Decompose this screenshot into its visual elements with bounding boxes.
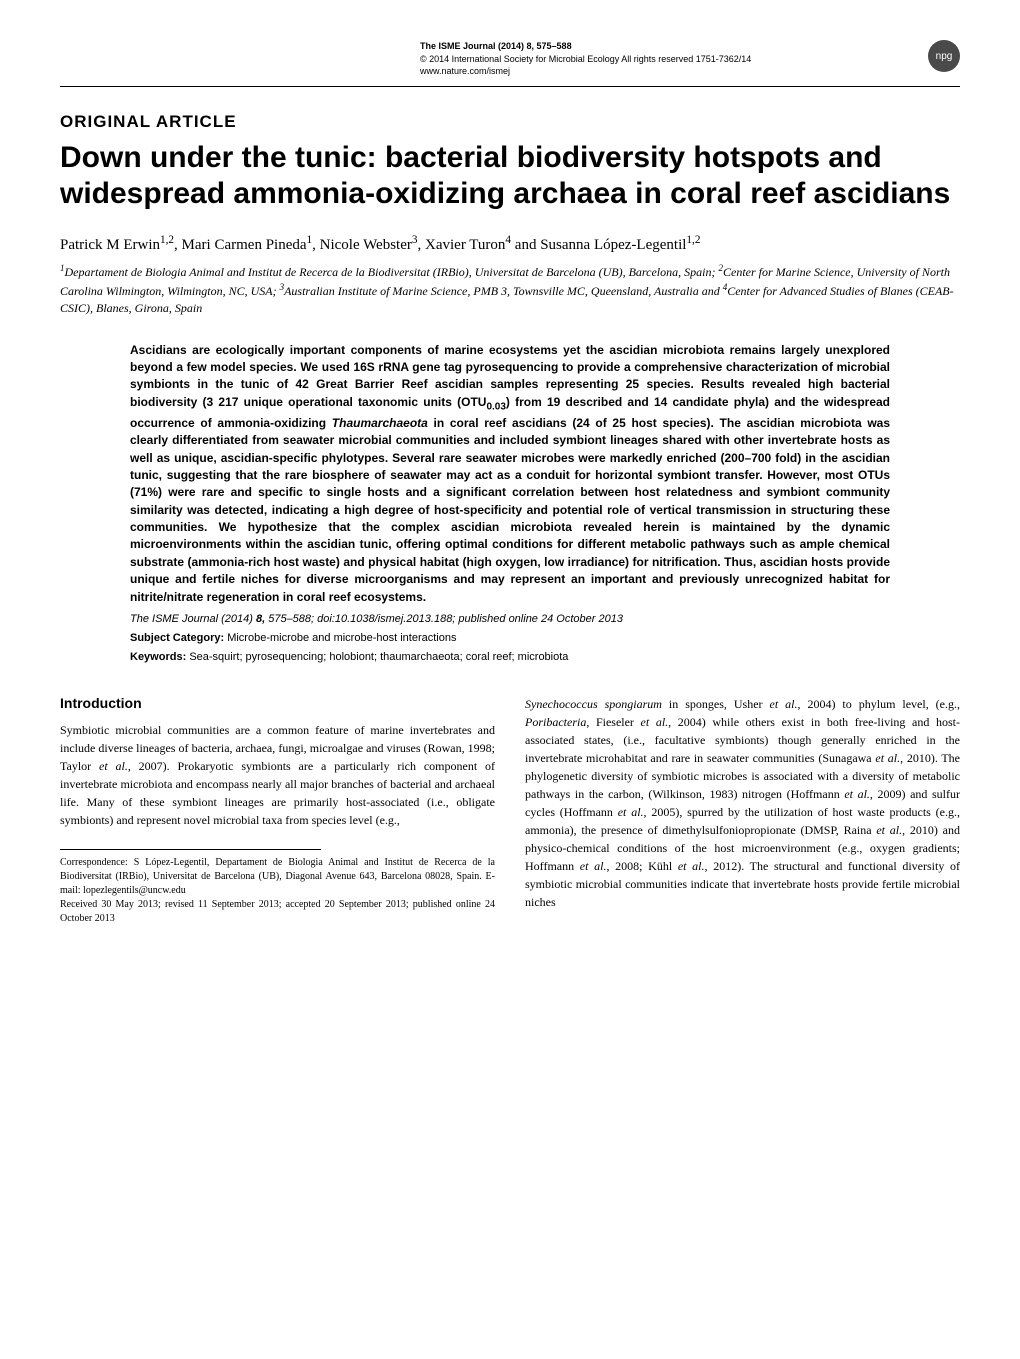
abstract-text: Ascidians are ecologically important com… xyxy=(130,342,890,606)
npg-badge-text: npg xyxy=(936,51,953,62)
introduction-heading: Introduction xyxy=(60,695,495,711)
header-section: The ISME Journal (2014) 8, 575–588 © 201… xyxy=(60,40,960,87)
subject-line: Subject Category: Microbe-microbe and mi… xyxy=(130,631,890,646)
journal-copyright: © 2014 International Society for Microbi… xyxy=(420,53,918,66)
right-column: Synechococcus spongiarum in sponges, Ush… xyxy=(525,695,960,926)
two-column-body: Introduction Symbiotic microbial communi… xyxy=(60,695,960,926)
affiliations: 1Departament de Biologia Animal and Inst… xyxy=(60,262,960,316)
journal-info: The ISME Journal (2014) 8, 575–588 © 201… xyxy=(60,40,918,78)
keywords-line: Keywords: Sea-squirt; pyrosequencing; ho… xyxy=(130,650,890,665)
subject-text: Microbe-microbe and microbe-host interac… xyxy=(227,632,456,644)
journal-url: www.nature.com/ismej xyxy=(420,65,918,78)
received-text: Received 30 May 2013; revised 11 Septemb… xyxy=(60,898,495,926)
keywords-label: Keywords: xyxy=(130,651,186,663)
article-type: ORIGINAL ARTICLE xyxy=(60,112,960,132)
intro-right-text: Synechococcus spongiarum in sponges, Ush… xyxy=(525,695,960,911)
keywords-text: Sea-squirt; pyrosequencing; holobiont; t… xyxy=(189,651,568,663)
authors: Patrick M Erwin1,2, Mari Carmen Pineda1,… xyxy=(60,232,960,257)
npg-badge-icon: npg xyxy=(928,40,960,72)
subject-label: Subject Category: xyxy=(130,632,224,644)
intro-left-text: Symbiotic microbial communities are a co… xyxy=(60,721,495,829)
header-divider xyxy=(60,86,960,87)
header-top: The ISME Journal (2014) 8, 575–588 © 201… xyxy=(60,40,960,78)
correspondence-divider xyxy=(60,849,321,850)
left-column: Introduction Symbiotic microbial communi… xyxy=(60,695,495,926)
abstract-block: Ascidians are ecologically important com… xyxy=(60,342,960,666)
journal-title: The ISME Journal (2014) 8, 575–588 xyxy=(420,40,918,53)
correspondence-text: Correspondence: S López-Legentil, Depart… xyxy=(60,856,495,898)
article-title: Down under the tunic: bacterial biodiver… xyxy=(60,140,960,212)
article-header: ORIGINAL ARTICLE Down under the tunic: b… xyxy=(60,112,960,317)
citation-line: The ISME Journal (2014) 8, 575–588; doi:… xyxy=(130,612,890,627)
